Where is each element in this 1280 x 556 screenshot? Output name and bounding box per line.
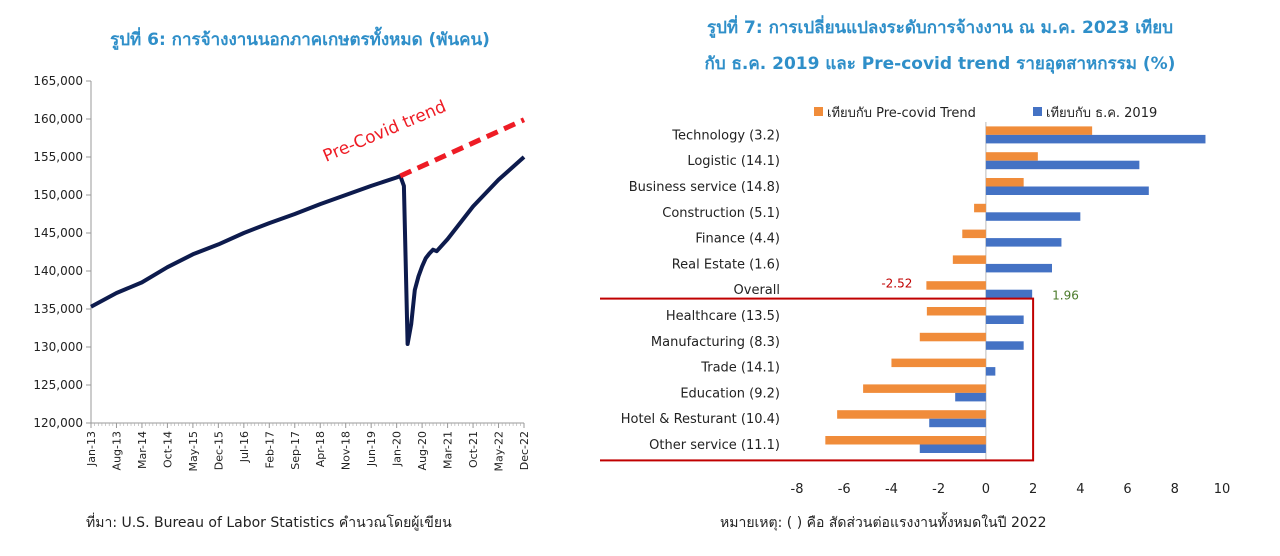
bar-vs-dec-2019 [985, 212, 1081, 221]
category-label: Technology (3.2) [671, 128, 780, 143]
bar-vs-dec-2019 [985, 341, 1024, 350]
category-label: Business service (14.8) [629, 180, 780, 195]
y-tick-label: 155,000 [33, 150, 83, 164]
x-tick-label: May-22 [493, 431, 506, 472]
bar-vs-pre-covid-trend [985, 126, 1093, 135]
x-tick-label: -2 [932, 482, 945, 497]
x-tick-label: Dec-15 [212, 431, 225, 470]
bar-vs-pre-covid-trend [919, 332, 986, 342]
legend-swatch-dec2019 [1033, 107, 1042, 116]
x-tick-label: Mar-21 [442, 431, 455, 469]
category-label: Construction (5.1) [662, 206, 780, 221]
y-tick-label: 140,000 [33, 264, 83, 278]
x-tick-label: 8 [1171, 482, 1179, 497]
bar-vs-dec-2019 [985, 289, 1033, 299]
bar-vs-dec-2019 [985, 186, 1149, 195]
bar-vs-pre-covid-trend [825, 436, 986, 445]
bar-vs-dec-2019 [955, 392, 986, 402]
bar-vs-pre-covid-trend [962, 229, 986, 239]
x-tick-label: May-15 [187, 431, 200, 472]
category-label: Real Estate (1.6) [672, 257, 780, 272]
category-label: Education (9.2) [680, 386, 780, 401]
category-label: Other service (11.1) [649, 438, 780, 453]
pre-covid-trend-line [399, 117, 526, 179]
highlight-box [600, 297, 1035, 462]
footnote: หมายเหตุ: ( ) คือ สัดส่วนต่อแรงงานทั้งหม… [720, 515, 1047, 531]
bar-vs-dec-2019 [985, 367, 996, 376]
bar-vs-dec-2019 [985, 134, 1206, 144]
y-tick-label: 125,000 [33, 378, 83, 392]
x-tick-label: -4 [885, 482, 898, 497]
bar-vs-dec-2019 [985, 315, 1024, 324]
source-note: ที่มา: U.S. Bureau of Labor Statistics ค… [86, 515, 452, 531]
x-tick-label: Oct-21 [467, 431, 480, 468]
x-tick-label: -8 [791, 482, 804, 497]
bar-vs-dec-2019 [985, 160, 1140, 170]
bar-chart: -8 -6 -4 -2 0 2 4 6 8 10 เทียบกับ Pre-covid Trend เ… [600, 105, 1231, 497]
y-tick-label: 130,000 [33, 340, 83, 354]
data-label-overall-dec2019: 1.96 [1052, 289, 1079, 303]
x-tick-label: 2 [1029, 482, 1037, 497]
y-tick-label: 165,000 [33, 74, 83, 88]
x-tick-label: Feb-17 [263, 431, 276, 468]
y-tick-label: 150,000 [33, 188, 83, 202]
x-tick-label: Apr-18 [314, 431, 327, 467]
x-tick-label: Dec-22 [518, 431, 531, 470]
bar-vs-pre-covid-trend [837, 410, 986, 419]
bar-vs-pre-covid-trend [985, 152, 1038, 161]
bar-vs-pre-covid-trend [891, 358, 986, 368]
x-tick-label: Jul-16 [238, 431, 251, 463]
category-label: Manufacturing (8.3) [651, 335, 780, 350]
bar-vs-dec-2019 [919, 444, 986, 453]
data-label-overall-trend: -2.52 [881, 277, 912, 291]
x-tick-label: Jan-20 [391, 431, 404, 467]
bar-vs-pre-covid-trend [926, 307, 986, 316]
bar-vs-pre-covid-trend [985, 178, 1024, 187]
x-tick-label: 6 [1123, 482, 1131, 497]
x-tick-label: 0 [982, 482, 990, 497]
y-tick-label: 160,000 [33, 112, 83, 126]
category-label: Healthcare (13.5) [666, 309, 780, 324]
x-tick-label: Jan-13 [85, 431, 98, 467]
category-label: Logistic (14.1) [687, 154, 780, 169]
x-tick-label: Mar-14 [136, 431, 149, 469]
x-tick-label: 10 [1214, 482, 1231, 497]
x-tick-label: Nov-18 [340, 431, 353, 470]
legend-label-dec2019: เทียบกับ ธ.ค. 2019 [1046, 105, 1157, 121]
bar-vs-pre-covid-trend [952, 255, 986, 264]
category-label: Finance (4.4) [695, 232, 780, 247]
pre-covid-trend-annotation: Pre-Covid trend [320, 97, 449, 167]
x-tick-label: Oct-14 [161, 431, 174, 468]
employment-line-chart-panel: รูปที่ 6: การจ้างงานนอกภาคเกษตรทั้งหมด (… [0, 0, 600, 556]
bar-vs-pre-covid-trend [863, 384, 986, 393]
x-tick-label: 4 [1076, 482, 1084, 497]
category-label: Overall [734, 283, 780, 298]
category-label: Trade (14.1) [700, 361, 780, 376]
y-tick-label: 135,000 [33, 302, 83, 316]
left-chart-title: รูปที่ 6: การจ้างงานนอกภาคเกษตรทั้งหมด (… [110, 30, 490, 50]
x-tick-label: Sep-17 [289, 431, 302, 470]
right-chart-title-line1: รูปที่ 7: การเปลี่ยนแปลงระดับการจ้างงาน … [707, 18, 1173, 38]
bar-vs-pre-covid-trend [974, 203, 986, 213]
legend-swatch-trend [814, 107, 823, 116]
industry-bar-chart-panel: รูปที่ 7: การเปลี่ยนแปลงระดับการจ้างงาน … [600, 0, 1280, 556]
x-tick-label: Jun-19 [365, 431, 378, 467]
x-tick-label: Aug-13 [110, 431, 123, 470]
bar-vs-dec-2019 [985, 238, 1062, 247]
y-tick-label: 120,000 [33, 416, 83, 430]
bar-vs-dec-2019 [929, 418, 986, 428]
bar-vs-dec-2019 [985, 263, 1052, 273]
employment-series-line [90, 155, 526, 346]
right-chart-title-line2: กับ ธ.ค. 2019 และ Pre-covid trend รายอุต… [704, 54, 1176, 74]
legend-label-trend: เทียบกับ Pre-covid Trend [827, 105, 976, 121]
bar-vs-pre-covid-trend [926, 281, 986, 290]
category-label: Hotel & Resturant (10.4) [621, 412, 780, 427]
y-tick-label: 145,000 [33, 226, 83, 240]
line-chart: 165,000 160,000 155,000 150,000 145,000 140,0… [33, 74, 531, 472]
x-tick-label: Aug-20 [416, 431, 429, 470]
x-tick-label: -6 [838, 482, 851, 497]
